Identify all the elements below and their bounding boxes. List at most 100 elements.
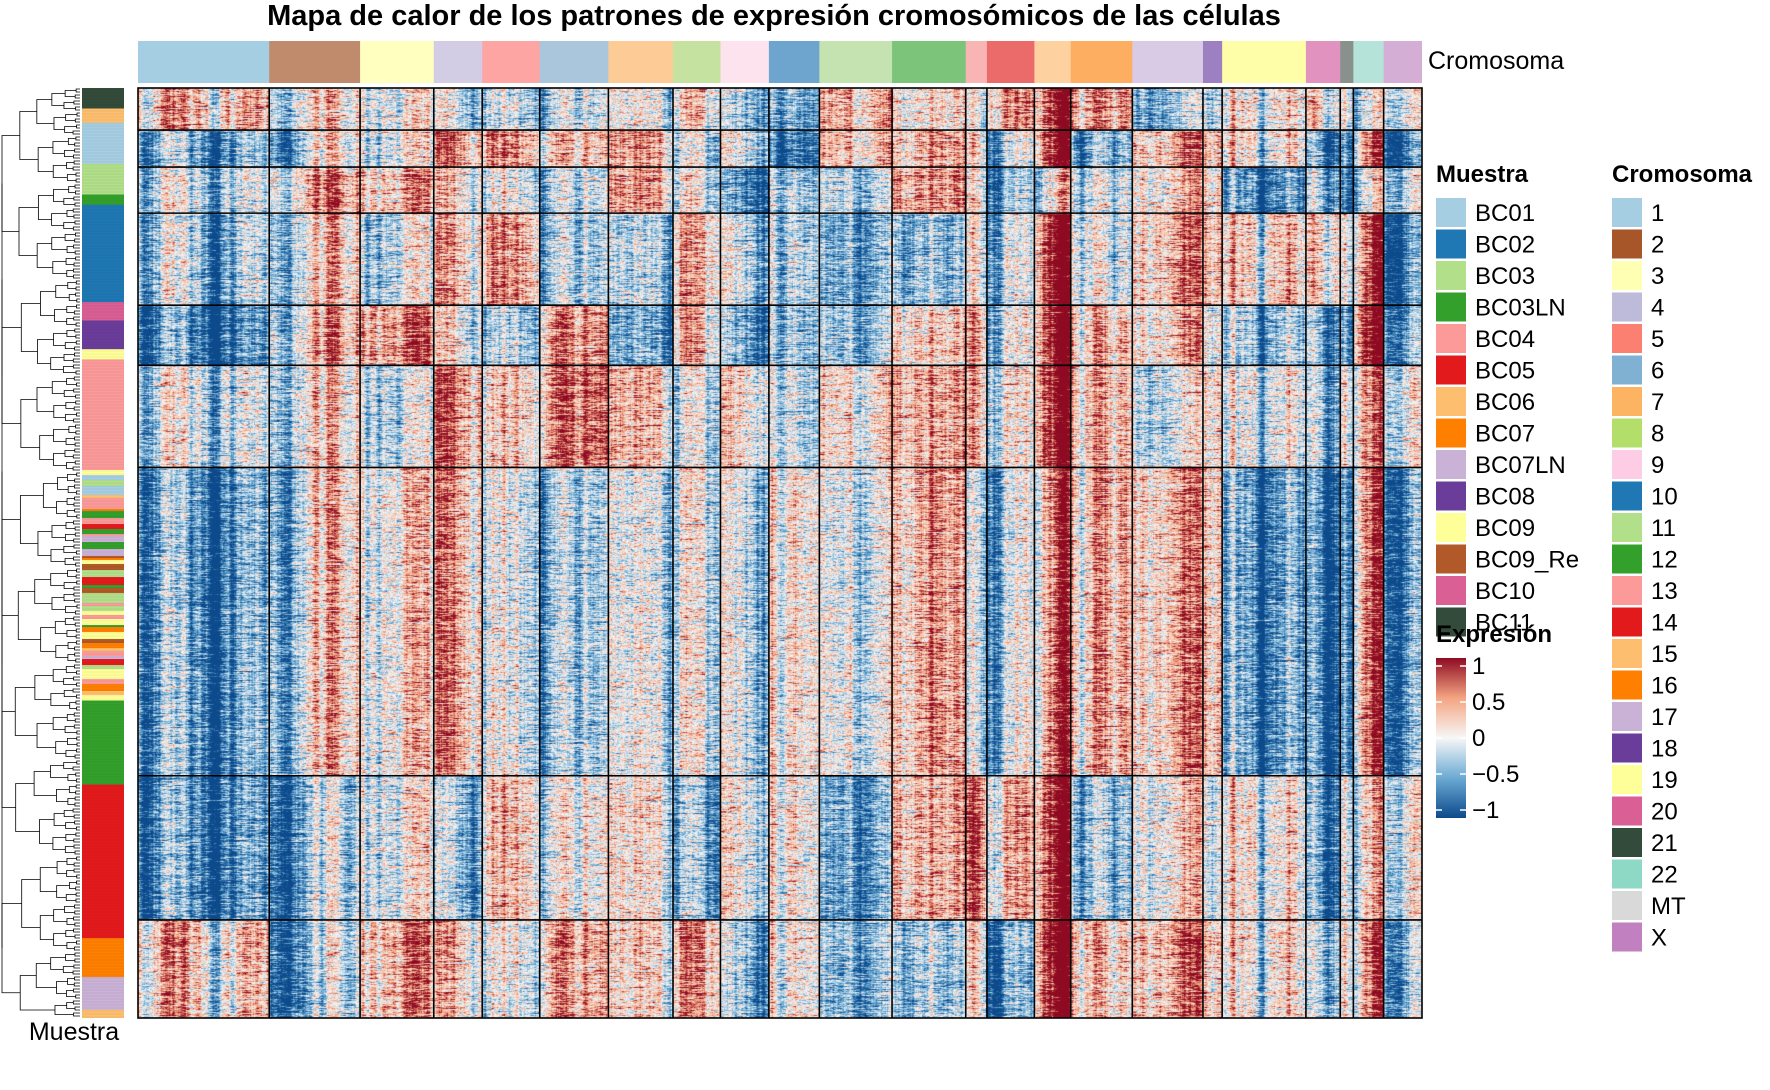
legend-label: 11 bbox=[1651, 515, 1676, 542]
chromosome-segment-21 bbox=[1340, 41, 1354, 83]
chromosome-segment-5 bbox=[482, 41, 541, 83]
legend-swatch bbox=[1612, 418, 1642, 448]
legend-swatch bbox=[1612, 765, 1642, 794]
legend-label: BC03LN bbox=[1475, 295, 1566, 322]
legend-label: 19 bbox=[1651, 767, 1678, 794]
top-annotation-label: Cromosoma bbox=[1428, 47, 1565, 75]
legend-label: BC05 bbox=[1475, 358, 1535, 385]
sample-band-mixed bbox=[82, 672, 124, 680]
legend-label: BC03 bbox=[1475, 263, 1535, 290]
sample-band-mixed bbox=[82, 564, 124, 571]
sample-band-mixed bbox=[82, 470, 124, 476]
legend-label: 21 bbox=[1651, 830, 1678, 857]
legend-label: 6 bbox=[1651, 358, 1664, 385]
sample-band-mixed bbox=[82, 495, 124, 499]
legend-swatch bbox=[1436, 292, 1466, 322]
legend-label: 2 bbox=[1651, 232, 1664, 259]
sample-band-mixed bbox=[82, 585, 124, 589]
chart-title: Mapa de calor de los patrones de expresi… bbox=[267, 0, 1281, 32]
chromosome-segment-13 bbox=[965, 41, 988, 83]
legend-swatch bbox=[1436, 513, 1466, 542]
sample-band-mixed bbox=[82, 588, 124, 594]
legend-title-0: Muestra bbox=[1436, 161, 1529, 188]
legend-swatch bbox=[1436, 229, 1466, 259]
sample-band-mixed bbox=[82, 593, 124, 600]
legend-label: 9 bbox=[1651, 452, 1664, 479]
legend-swatch bbox=[1612, 702, 1642, 731]
legend-swatch bbox=[1612, 576, 1642, 605]
chromosome-segment-14 bbox=[986, 41, 1035, 83]
sample-band-mixed bbox=[82, 691, 124, 696]
sample-band-mixed bbox=[82, 577, 124, 581]
legend-swatch bbox=[1612, 859, 1642, 889]
legend-label: BC07LN bbox=[1475, 452, 1566, 479]
chromosome-segment-1 bbox=[138, 41, 270, 83]
chromosome-segment-X bbox=[1383, 41, 1422, 83]
legend-swatch bbox=[1612, 450, 1642, 479]
legend-label: BC02 bbox=[1475, 232, 1535, 259]
legend-label: 17 bbox=[1651, 704, 1678, 731]
legend-swatch bbox=[1612, 355, 1642, 385]
sample-band-mixed bbox=[82, 695, 124, 701]
legend-swatch bbox=[1436, 450, 1466, 479]
chromosome-segment-3 bbox=[360, 41, 435, 83]
legend-label: BC06 bbox=[1475, 389, 1535, 416]
legend-label: 13 bbox=[1651, 578, 1678, 605]
legend-title-1: Cromosoma bbox=[1612, 161, 1753, 188]
row-dendrogram bbox=[1, 88, 80, 1017]
chromosome-segment-18 bbox=[1202, 41, 1223, 83]
legend-swatch bbox=[1612, 607, 1642, 637]
chromosome-segment-22 bbox=[1353, 41, 1385, 83]
legend-label: 7 bbox=[1651, 389, 1664, 416]
legend-label: MT bbox=[1651, 893, 1686, 920]
legend-label: BC09 bbox=[1475, 515, 1535, 542]
legend-swatch bbox=[1612, 828, 1642, 857]
legend-swatch bbox=[1612, 639, 1642, 668]
sample-band-mixed bbox=[82, 611, 124, 616]
sample-band-mixed bbox=[82, 627, 124, 633]
chromosome-segment-9 bbox=[720, 41, 770, 83]
legend-swatch bbox=[1612, 292, 1642, 322]
legend-label: 8 bbox=[1651, 421, 1664, 448]
sample-band-mixed bbox=[82, 684, 124, 692]
sample-band-BC06 bbox=[82, 108, 124, 124]
sample-band-mixed bbox=[82, 625, 124, 628]
legend-swatch bbox=[1436, 355, 1466, 385]
legend-label: 15 bbox=[1651, 641, 1678, 668]
legend-label: BC10 bbox=[1475, 578, 1535, 605]
sample-band-mixed bbox=[82, 643, 124, 649]
sample-band-mixed bbox=[82, 659, 124, 666]
legend-swatch bbox=[1612, 229, 1642, 259]
legend-label: 18 bbox=[1651, 736, 1678, 763]
chromosome-segment-19 bbox=[1222, 41, 1307, 83]
legends: Muestra BC01 BC02 BC03 BC03LN BC04 BC05 BC06 BC0… bbox=[1436, 161, 1753, 952]
legend-label: BC08 bbox=[1475, 484, 1535, 511]
legend-swatch bbox=[1612, 324, 1642, 353]
legend-label: 5 bbox=[1651, 326, 1664, 353]
legend-swatch bbox=[1436, 576, 1466, 605]
sample-band-BC03LN bbox=[82, 194, 124, 206]
sample-band-BC07 bbox=[82, 938, 124, 978]
legend-swatch bbox=[1612, 733, 1642, 763]
sample-band-mixed bbox=[82, 560, 124, 565]
legend-swatch bbox=[1612, 544, 1642, 574]
legend-label: 4 bbox=[1651, 295, 1664, 322]
sample-band-mixed bbox=[82, 651, 124, 657]
heatmap-figure: Mapa de calor de los patrones de expresi… bbox=[1, 0, 1753, 1046]
legend-label: 10 bbox=[1651, 484, 1678, 511]
legend-label: BC01 bbox=[1475, 200, 1535, 227]
legend-swatch bbox=[1436, 324, 1466, 353]
legend-label: 1 bbox=[1651, 200, 1664, 227]
left-annotation-label: Muestra bbox=[28, 1018, 120, 1046]
chromosome-segment-20 bbox=[1305, 41, 1341, 83]
sample-band-mixed bbox=[82, 556, 124, 559]
sample-band-BC08 bbox=[82, 320, 124, 350]
chromosome-segment-8 bbox=[673, 41, 721, 83]
sample-band-mixed bbox=[82, 619, 124, 626]
sample-band-mixed bbox=[82, 648, 124, 652]
sample-band-BC02 bbox=[82, 204, 124, 303]
chromosome-annotation-bar bbox=[138, 41, 1422, 83]
chromosome-segment-2 bbox=[269, 41, 361, 83]
color-scale-tick: 0.5 bbox=[1472, 689, 1505, 716]
chromosome-segment-10 bbox=[768, 41, 820, 83]
